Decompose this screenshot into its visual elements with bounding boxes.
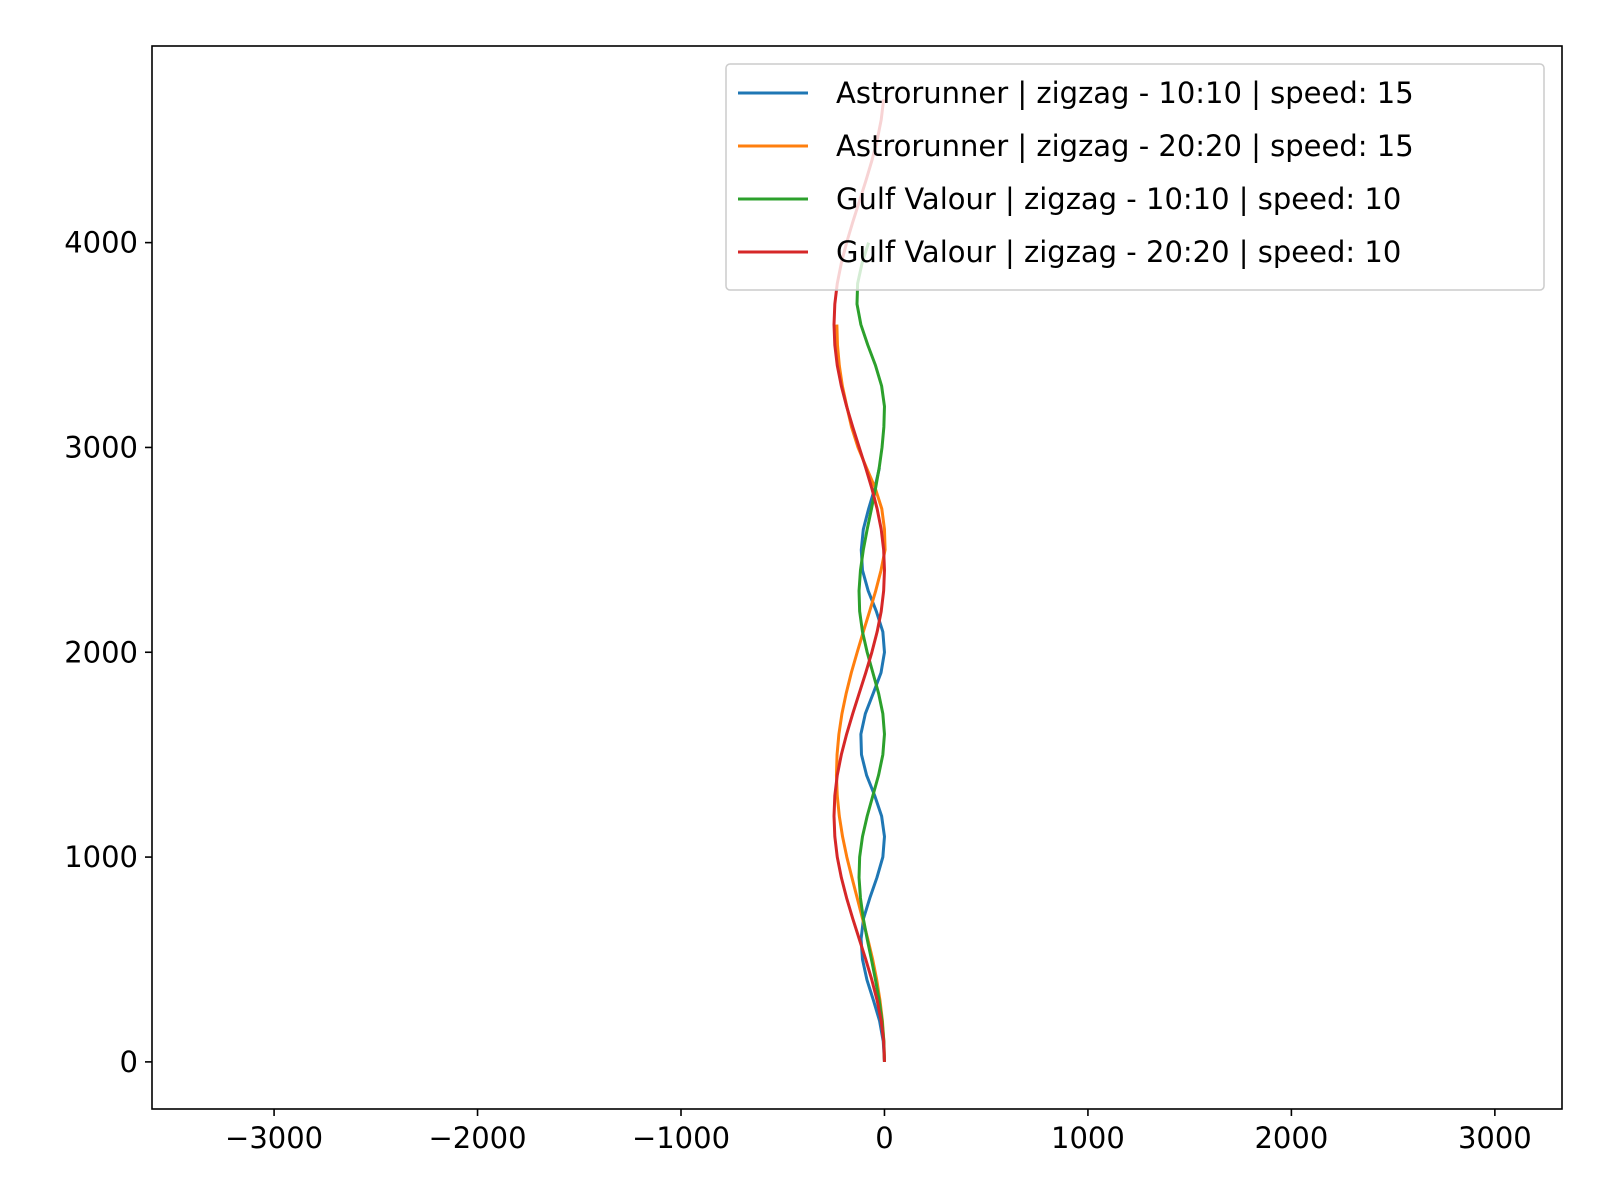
y-tick-label: 0: [120, 1045, 138, 1079]
x-tick-label: −2000: [428, 1121, 526, 1155]
x-tick-label: 0: [875, 1121, 893, 1155]
y-tick-label: 1000: [64, 840, 138, 874]
legend-box: [725, 63, 1545, 291]
y-tick-label: 4000: [64, 226, 138, 260]
legend-label-2: Astrorunner | zigzag - 20:20 | speed: 15: [836, 129, 1414, 163]
x-tick-label: 1000: [1051, 1121, 1125, 1155]
x-tick-label: −1000: [632, 1121, 730, 1155]
y-tick-label: 3000: [64, 430, 138, 464]
legend-label-3: Gulf Valour | zigzag - 10:10 | speed: 10: [836, 182, 1401, 216]
y-tick-label: 2000: [64, 635, 138, 669]
x-axis: −3000 −2000 −1000 0 1000 2000 3000: [225, 1109, 1532, 1155]
x-tick-label: 3000: [1458, 1121, 1532, 1155]
x-tick-label: −3000: [225, 1121, 323, 1155]
legend: Astrorunner | zigzag - 10:10 | speed: 15…: [725, 63, 1545, 291]
y-axis: 0 1000 2000 3000 4000: [64, 226, 152, 1079]
series-line-3: [855, 242, 886, 1062]
legend-label-4: Gulf Valour | zigzag - 20:20 | speed: 10: [836, 235, 1401, 269]
x-tick-label: 2000: [1254, 1121, 1328, 1155]
plot-frame: [151, 45, 1563, 1110]
legend-label-1: Astrorunner | zigzag - 10:10 | speed: 15: [836, 76, 1414, 110]
